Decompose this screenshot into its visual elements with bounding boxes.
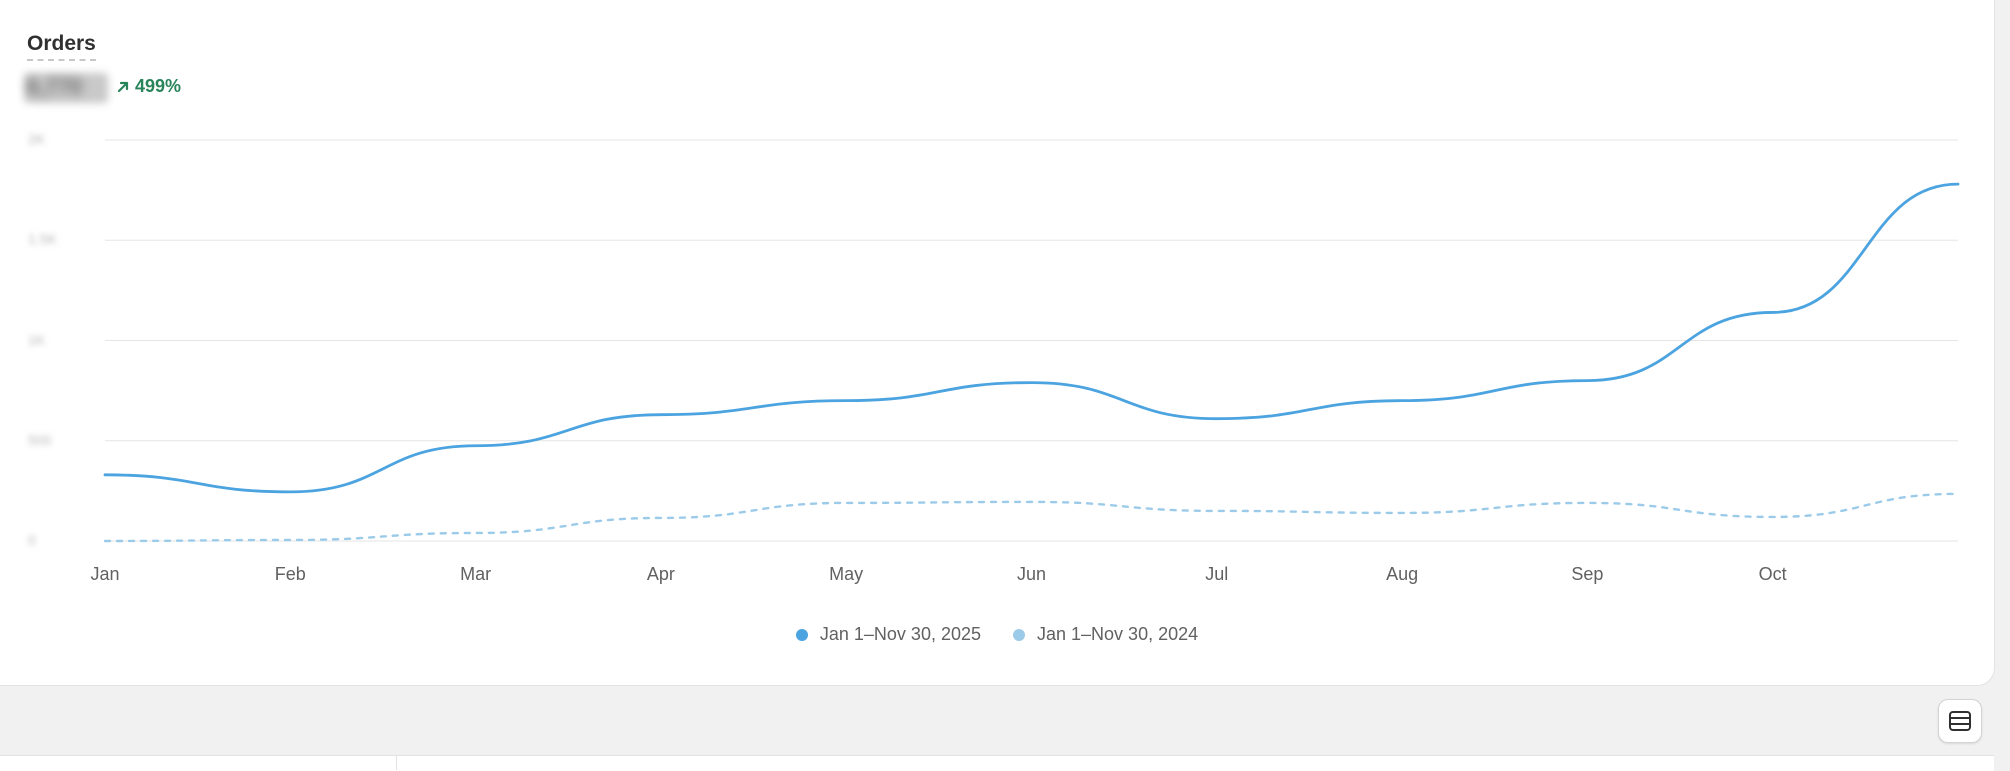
y-tick-label: 500 bbox=[28, 431, 52, 448]
legend-label-current: Jan 1–Nov 30, 2025 bbox=[819, 624, 981, 644]
metric-value: 6,770 bbox=[27, 74, 83, 99]
orders-card: Orders 6,770 499% bbox=[0, 0, 1995, 686]
y-tick-label: 2K bbox=[28, 131, 46, 147]
arrow-up-right-icon bbox=[117, 81, 129, 92]
legend-dot-current bbox=[795, 628, 808, 641]
card-title[interactable]: Orders bbox=[27, 31, 96, 61]
y-tick-label: 1.5K bbox=[28, 231, 57, 248]
x-tick-label: Mar bbox=[460, 564, 492, 584]
orders-line-chart bbox=[103, 139, 1960, 543]
x-tick-label: Sep bbox=[1571, 564, 1604, 584]
legend-item-current[interactable]: Jan 1–Nov 30, 2025 bbox=[795, 624, 981, 645]
table-icon bbox=[1949, 711, 1971, 731]
change-percent: 499% bbox=[135, 76, 182, 96]
x-tick-label: Feb bbox=[274, 564, 306, 584]
series-line-previous[interactable] bbox=[103, 492, 1960, 543]
lower-panel bbox=[0, 755, 1994, 771]
x-tick-label: Apr bbox=[646, 564, 675, 584]
chart-series bbox=[103, 182, 1960, 543]
x-tick-label: Jun bbox=[1016, 564, 1047, 584]
change-indicator: 499% bbox=[116, 76, 181, 97]
y-tick-label: 1K bbox=[28, 331, 46, 348]
x-tick-label: Aug bbox=[1386, 564, 1419, 584]
legend-dot-previous bbox=[1013, 628, 1025, 641]
x-tick-label: Jan bbox=[90, 564, 120, 584]
series-line-current[interactable] bbox=[103, 182, 1960, 494]
chart-legend: Jan 1–Nov 30, 2025 Jan 1–Nov 30, 2024 bbox=[0, 624, 1994, 645]
x-tick-label: May bbox=[829, 564, 864, 584]
chart-gridlines bbox=[105, 139, 1958, 542]
y-tick-label: 0 bbox=[28, 532, 36, 548]
metric-value-blurred bbox=[24, 73, 108, 103]
lower-panel-divider bbox=[396, 755, 397, 770]
legend-item-previous[interactable]: Jan 1–Nov 30, 2024 bbox=[1013, 624, 1198, 645]
x-tick-label: Oct bbox=[1758, 564, 1787, 584]
table-view-button[interactable] bbox=[1938, 699, 1982, 743]
x-tick-label: Jul bbox=[1205, 564, 1229, 584]
legend-label-previous: Jan 1–Nov 30, 2024 bbox=[1037, 624, 1199, 644]
